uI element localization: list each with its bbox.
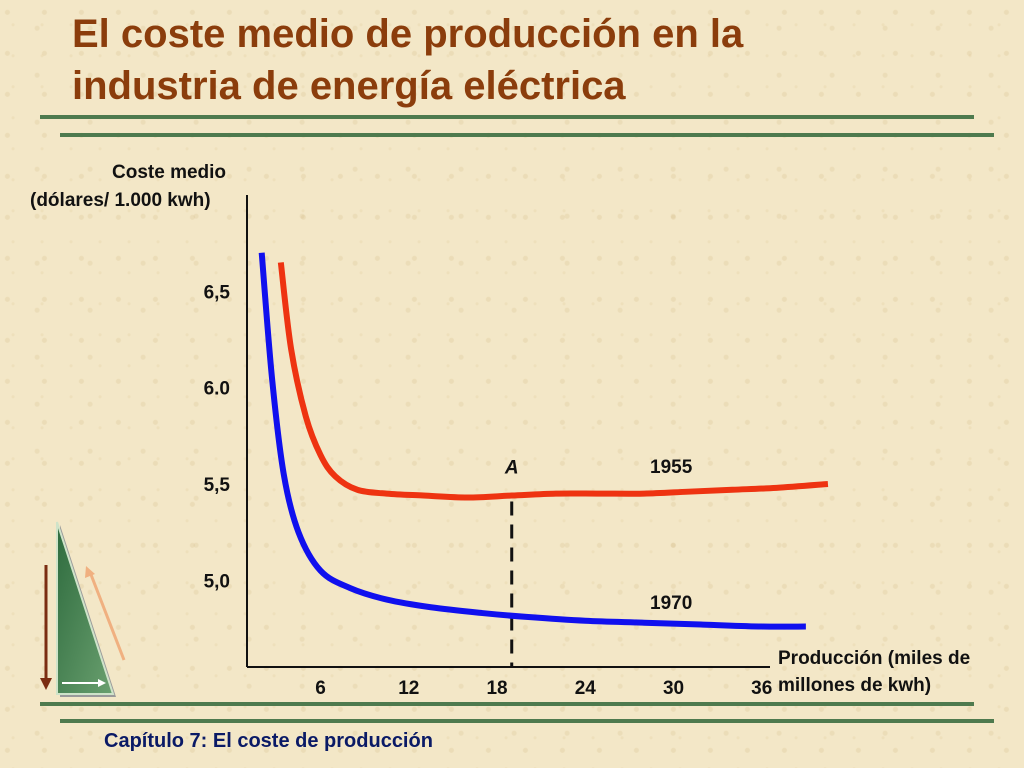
x-tick-label: 12 <box>398 678 419 699</box>
top-rule-2 <box>60 133 994 137</box>
y-axis-label-line-1: Coste medio <box>112 162 227 183</box>
bottom-rule-2 <box>60 719 994 723</box>
page-title: El coste medio de producción en la indus… <box>72 8 972 112</box>
series-line-1970 <box>258 252 806 630</box>
top-rule-1 <box>40 115 974 119</box>
bottom-rule-1 <box>40 702 974 706</box>
x-tick-label: 18 <box>486 678 507 699</box>
x-tick-label: 30 <box>663 678 684 699</box>
x-tick-label: 36 <box>751 678 772 699</box>
footer-chapter: Capítulo 7: El coste de producción <box>104 730 433 752</box>
x-axis-label-line-1: Producción (miles de <box>778 648 971 669</box>
y-tick-label: 6,5 <box>204 282 231 303</box>
y-tick-label: 5,0 <box>204 571 230 592</box>
title-line-1: El coste medio de producción en la <box>72 12 744 56</box>
series-label-1955: 1955 <box>650 457 693 478</box>
y-tick-label: 5,5 <box>204 475 231 496</box>
y-tick-label: 6.0 <box>204 379 230 400</box>
x-tick-label: 24 <box>575 678 597 699</box>
x-tick-label: 6 <box>315 678 326 699</box>
x-axis-label-line-2: millones de kwh) <box>778 675 932 696</box>
y-axis-label-line-2: (dólares/ 1.000 kwh) <box>30 190 211 211</box>
point-a-label: A <box>504 458 519 479</box>
series-line-1955 <box>277 262 829 501</box>
title-line-2: industria de energía eléctrica <box>72 64 626 108</box>
series-label-1970: 1970 <box>650 593 692 614</box>
